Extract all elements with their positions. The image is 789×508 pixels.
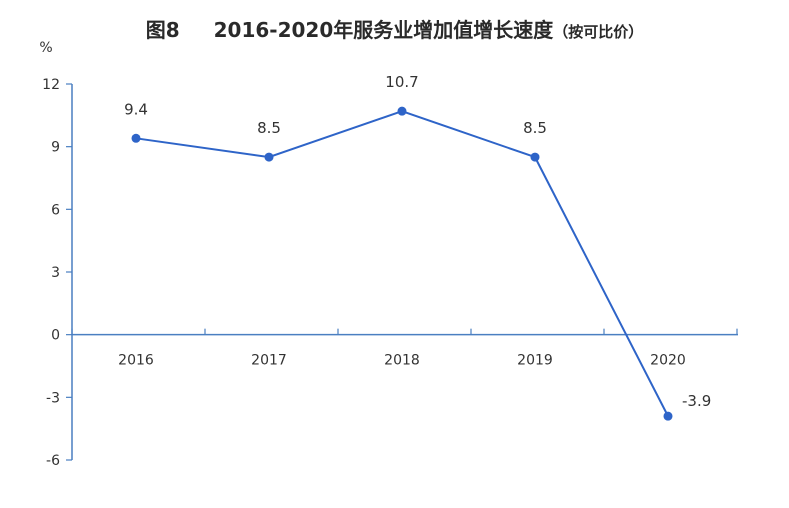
- data-label: 8.5: [523, 119, 547, 137]
- y-tick-label: -3: [46, 390, 60, 406]
- data-label: 9.4: [124, 100, 148, 118]
- chart-main-title: 2016-2020年服务业增加值增长速度: [213, 18, 554, 42]
- data-point: [131, 133, 141, 143]
- y-tick-label: 9: [51, 140, 60, 156]
- data-point: [264, 152, 274, 162]
- y-tick-label: 0: [51, 328, 60, 344]
- figure-label: 图8: [145, 18, 180, 42]
- data-label: 10.7: [385, 73, 418, 91]
- x-tick-label: 2017: [251, 353, 287, 369]
- chart-title: 图8 2016-2020年服务业增加值增长速度（按可比价）: [0, 14, 789, 43]
- data-label: -3.9: [682, 392, 711, 410]
- y-tick-label: 6: [51, 202, 60, 218]
- data-point: [530, 152, 540, 162]
- series-line: [135, 110, 669, 417]
- y-tick-label: 12: [42, 77, 60, 93]
- y-axis-unit-label: %: [39, 40, 52, 56]
- data-point: [663, 411, 673, 421]
- x-tick-label: 2018: [384, 353, 420, 369]
- x-tick-label: 2019: [517, 353, 553, 369]
- data-point: [397, 106, 407, 116]
- y-tick-label: -6: [46, 453, 60, 469]
- y-tick-label: 3: [51, 265, 60, 281]
- x-tick-label: 2016: [118, 353, 154, 369]
- data-label: 8.5: [257, 119, 281, 137]
- x-tick-label: 2020: [650, 353, 686, 369]
- chart-subtitle: （按可比价）: [553, 23, 644, 41]
